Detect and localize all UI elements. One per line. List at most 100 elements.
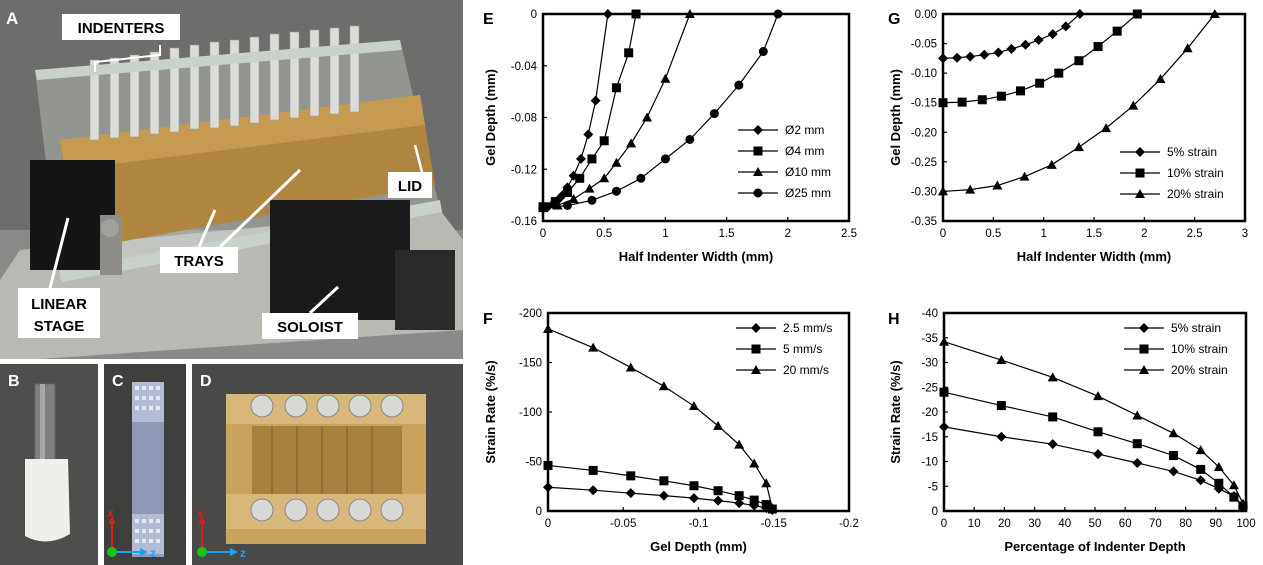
chart-e-series-1-point (583, 129, 594, 140)
chart-e-series-3-point (568, 194, 579, 204)
chart-e-y-tick-label: -0.08 (511, 113, 537, 125)
chart-e-x-tick-label: 2 (785, 228, 791, 240)
chart-g-series-1-point (1020, 39, 1031, 50)
chart-g-y-tick-label: -0.05 (911, 39, 937, 51)
chart-h-series-2-point (996, 401, 1006, 411)
chart-e-y-tick-label: -0.12 (511, 164, 537, 176)
chart-h-series-1-point (1132, 457, 1143, 468)
chart-f-x-tick-label: -0.15 (761, 518, 787, 530)
chart-h-legend: 5% strain 10% strain 20% strain (1124, 321, 1228, 377)
chart-h-legend-marker (1139, 344, 1149, 354)
photo-a-apparatus: A INDENTERS LID TRAYS LINEAR STAGE SOLOI… (0, 0, 463, 359)
chart-h-series-3-point (1195, 445, 1206, 455)
chart-h-series-2-point (1132, 439, 1142, 449)
chart-f-series-1-line (547, 486, 773, 511)
chart-h-series-2 (939, 387, 1248, 511)
chart-g-y-tick-label: -0.35 (911, 216, 937, 228)
chart-h-y-tick-label: -35 (921, 333, 938, 345)
chart-f-legend: 2.5 mm/s 5 mm/s 20 mm/s (736, 321, 832, 377)
chart-h-series-3-point (1093, 391, 1104, 401)
chart-h-x-tick-label: 80 (1179, 518, 1192, 530)
chart-f: F 0 -0.05 -0.1 -0.15 -0.2 0 -50 -100 -150 -200 Gel … (475, 300, 875, 565)
chart-e-series-4-point (734, 80, 744, 90)
chart-f-series-1-point (713, 495, 724, 506)
chart-e-series-3-point (599, 173, 610, 183)
chart-h-series-3-point (1237, 498, 1248, 508)
chart-f-x-tick-label: -0.05 (610, 518, 636, 530)
chart-h-x-tick-label: 50 (1089, 518, 1102, 530)
photo-a-trays-arrow-1 (197, 209, 217, 248)
chart-g-series-3-point (1101, 123, 1112, 133)
photo-a-soloist-shape (270, 200, 410, 320)
chart-h-x-axis-label: Percentage of Indenter Depth (1004, 539, 1185, 554)
chart-e-legend-marker (753, 188, 763, 198)
chart-f-series-3-line (547, 328, 773, 509)
chart-e-y-tick-label: 0 (531, 9, 537, 21)
chart-e-series-4 (538, 9, 783, 213)
chart-g-legend-marker (1135, 189, 1145, 198)
chart-g-y-axis-label: Gel Depth (mm) (888, 69, 903, 166)
photo-d-tray: D x z (192, 364, 463, 565)
chart-f-legend-marker (751, 344, 761, 354)
chart-e-x-tick-label: 0.5 (596, 228, 612, 240)
chart-g-series-1-point (965, 51, 976, 62)
chart-h-series-1-line (943, 426, 1244, 507)
chart-e-svg: E 0 0.5 1 1.5 2 2.5 0 -0.04 -0.08 -0.12 -0.16 Half I… (483, 9, 857, 264)
chart-e-series-4-point (709, 109, 719, 119)
chart-e-series-3 (538, 9, 695, 213)
chart-g-legend-label: 20% strain (1167, 187, 1224, 201)
chart-e-series-3-point (611, 157, 622, 167)
chart-h-series-1-point (1093, 449, 1104, 460)
chart-g-series-1-point (1006, 43, 1017, 54)
photo-a-indenters-bracket (94, 45, 161, 72)
chart-f-y-tick-label: -50 (525, 457, 542, 469)
chart-e-series-3-point (626, 138, 637, 148)
chart-e-series-4-point (773, 9, 783, 19)
chart-f-svg: F 0 -0.05 -0.1 -0.15 -0.2 0 -50 -100 -150 -200 Gel … (483, 308, 859, 554)
chart-g-series-2-point (996, 91, 1006, 101)
chart-h-y-tick-label: -25 (921, 382, 938, 394)
chart-f-series-3-point (543, 323, 553, 333)
chart-e-legend-label: Ø2 mm (785, 123, 824, 137)
chart-h-y-tick-label: -10 (921, 457, 938, 469)
chart-h-series-1-point (1168, 466, 1179, 477)
chart-g-series-1-point (1074, 9, 1085, 19)
chart-h-y-tick-label: -5 (928, 481, 938, 493)
photo-b-indenter: B (0, 364, 98, 565)
photo-a-panel-letter: A (6, 9, 18, 28)
chart-h-series-3-point (939, 336, 949, 346)
chart-h-series-2-point (939, 387, 949, 397)
photo-c-origin-dot (107, 547, 117, 557)
chart-g-y-tick-label: -0.15 (911, 98, 937, 110)
chart-e-y-axis-label: Gel Depth (mm) (483, 69, 498, 166)
chart-h-series-3-line (943, 341, 1244, 504)
chart-g-series-2-point (1093, 42, 1103, 52)
chart-g-series-2-point (957, 97, 967, 107)
chart-h-series-2-point (1214, 478, 1224, 488)
chart-e-series-3-point (642, 112, 653, 122)
photo-d-z-label: z (240, 546, 246, 560)
chart-g-series-2-point (1016, 86, 1026, 96)
chart-e-series-3-point (584, 183, 595, 193)
chart-h-series-2-point (1229, 492, 1239, 502)
photo-d-panel-letter: D (200, 373, 212, 390)
chart-g-svg: G 0 0.5 1 1.5 2 2.5 3 0.00 -0.05 -0.10 -0.15 -0.20 -0… (888, 9, 1248, 264)
chart-f-series-2-point (689, 481, 699, 491)
chart-e-series-2-point (575, 173, 585, 183)
chart-g-x-tick-label: 1.5 (1086, 228, 1102, 240)
chart-g-x-tick-label: 1 (1040, 228, 1046, 240)
chart-f-x-axis-label: Gel Depth (mm) (650, 539, 747, 554)
chart-e-x-axis-label: Half Indenter Width (mm) (619, 249, 773, 264)
chart-f-series-3-point (625, 362, 636, 372)
chart-h-series-2-point (1196, 464, 1206, 474)
chart-h-legend-marker (1139, 323, 1149, 333)
chart-f-x-tick-label: -0.2 (839, 518, 859, 530)
chart-h-x-tick-label: 40 (1058, 518, 1071, 530)
chart-g-series-1-point (1033, 35, 1044, 46)
chart-g-series-3-point (1046, 159, 1057, 169)
chart-e-series-4-point (587, 195, 597, 205)
photo-b-tip (25, 459, 70, 542)
chart-g-series-1-point (979, 49, 990, 60)
chart-h-legend-label: 5% strain (1171, 321, 1221, 335)
chart-f-series-1-point (658, 490, 669, 501)
